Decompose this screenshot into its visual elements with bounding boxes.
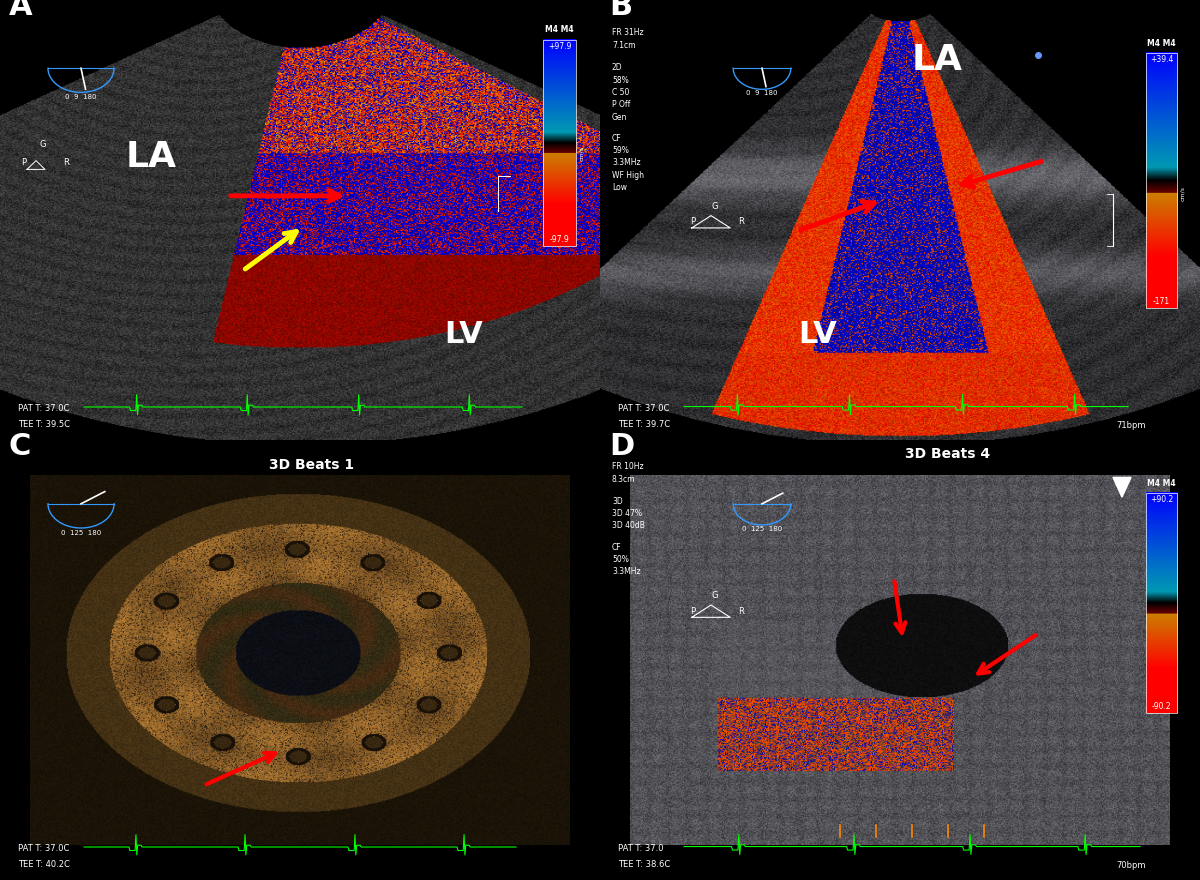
Text: LV: LV (798, 320, 836, 349)
Text: P: P (690, 607, 695, 616)
Text: 0  125  180: 0 125 180 (742, 526, 782, 532)
Text: FR 31Hz: FR 31Hz (612, 28, 643, 37)
Text: TEE T: 40.2C: TEE T: 40.2C (18, 860, 70, 869)
Text: R: R (64, 158, 68, 167)
Text: cm/s: cm/s (1181, 186, 1186, 201)
Text: B: B (610, 0, 632, 21)
Polygon shape (1114, 477, 1132, 497)
Text: 3D Beats 4: 3D Beats 4 (906, 447, 990, 460)
Text: R: R (738, 217, 744, 226)
Text: 2D: 2D (612, 63, 623, 72)
Text: TEE T: 38.6C: TEE T: 38.6C (618, 860, 671, 869)
Text: CF: CF (612, 134, 622, 143)
Text: 50%: 50% (612, 555, 629, 564)
Text: LA: LA (912, 43, 964, 77)
Text: PAT T: 37.0C: PAT T: 37.0C (618, 405, 670, 414)
Text: 71bpm: 71bpm (1116, 421, 1146, 429)
Text: G: G (38, 141, 46, 150)
Text: A: A (10, 0, 32, 21)
Text: C: C (10, 432, 31, 461)
Text: 3D 47%: 3D 47% (612, 510, 642, 518)
Text: 0  9  180: 0 9 180 (65, 94, 97, 100)
Text: LA: LA (126, 140, 178, 174)
Text: 59%: 59% (612, 146, 629, 155)
Text: P: P (22, 158, 26, 167)
Text: -171: -171 (1153, 297, 1170, 306)
Text: 3.3MHz: 3.3MHz (612, 568, 641, 576)
Text: 7.1cm: 7.1cm (612, 41, 636, 50)
Text: TEE T: 39.5C: TEE T: 39.5C (18, 420, 70, 429)
Bar (1146, 53, 1177, 308)
Text: M4 M4: M4 M4 (1147, 39, 1176, 48)
Text: -90.2: -90.2 (1152, 701, 1171, 711)
Bar (1146, 493, 1177, 713)
Text: TEE T: 39.7C: TEE T: 39.7C (618, 420, 670, 429)
Text: 3D Beats 1: 3D Beats 1 (270, 458, 354, 472)
Text: 70bpm: 70bpm (1116, 861, 1146, 869)
Text: -97.9: -97.9 (550, 235, 569, 244)
Text: M4 M4: M4 M4 (1147, 479, 1176, 488)
Text: Gen: Gen (612, 113, 628, 121)
Text: +39.4: +39.4 (1150, 55, 1174, 64)
Text: 58%: 58% (612, 76, 629, 84)
Text: cm/s: cm/s (580, 146, 584, 161)
Text: M4 M4: M4 M4 (545, 26, 574, 34)
Text: PAT T: 37.0C: PAT T: 37.0C (18, 405, 70, 414)
Bar (542, 40, 576, 246)
Text: R: R (738, 607, 744, 616)
Text: P: P (690, 217, 695, 226)
Text: WF High: WF High (612, 171, 644, 180)
Text: G: G (710, 202, 718, 211)
Text: 0  9  180: 0 9 180 (746, 91, 778, 97)
Text: 8.3cm: 8.3cm (612, 475, 636, 484)
Text: FR 10Hz: FR 10Hz (612, 462, 643, 471)
Text: PAT T: 37.0C: PAT T: 37.0C (18, 845, 70, 854)
Text: LV: LV (444, 320, 482, 349)
Text: C 50: C 50 (612, 88, 629, 97)
Text: PAT T: 37.0: PAT T: 37.0 (618, 845, 664, 854)
Text: +97.9: +97.9 (548, 41, 571, 51)
Text: 3D: 3D (612, 497, 623, 506)
Text: 0  125  180: 0 125 180 (61, 530, 101, 536)
Text: D: D (610, 432, 635, 461)
Text: Low: Low (612, 183, 628, 192)
Text: G: G (710, 591, 718, 600)
Text: 3D 40dB: 3D 40dB (612, 522, 644, 531)
Text: P Off: P Off (612, 100, 630, 109)
Text: +90.2: +90.2 (1150, 495, 1174, 504)
Text: 3.3MHz: 3.3MHz (612, 158, 641, 167)
Text: CF: CF (612, 543, 622, 552)
